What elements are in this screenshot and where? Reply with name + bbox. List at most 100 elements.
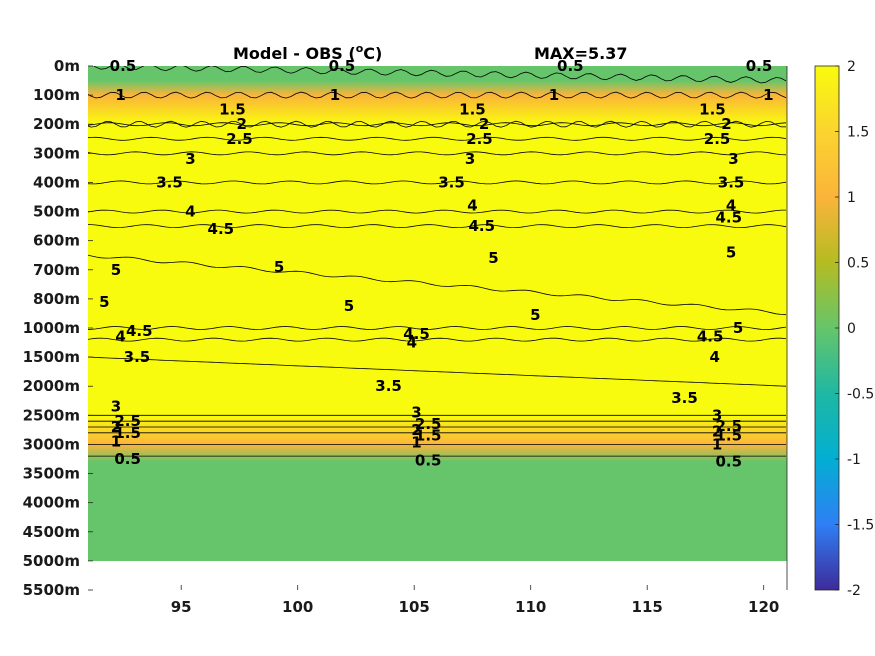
contour-label: 0.5 — [415, 452, 442, 470]
contour-label: 0.5 — [110, 57, 137, 75]
contour-label: 3.5 — [124, 348, 151, 366]
colorbar-tick-label: 1.5 — [847, 125, 869, 141]
y-tick-label: 600m — [33, 232, 80, 250]
contour-line-3_5 — [88, 356, 787, 387]
contour-label: 2.5 — [466, 130, 493, 148]
title-unit: C) — [363, 44, 382, 63]
y-tick-label: 0m — [54, 57, 80, 75]
contour-label: 4 — [407, 334, 417, 352]
contour-label: 1 — [330, 86, 340, 104]
contour-line-4 — [88, 337, 787, 342]
x-axis: 95 100 105 110 115 120 — [171, 585, 779, 616]
contour-label: 5 — [274, 258, 284, 276]
contour-labels: 0.5 0.5 0.5 0.51 1 1 11.5 1.5 1.52 2 22.5 2.5 2.53 3 3… — [99, 57, 773, 470]
contour-label: 4 — [726, 197, 736, 215]
contour-label: 3 — [111, 398, 121, 416]
contour-line-0_5 — [93, 66, 787, 84]
y-tick-label: 5500m — [23, 581, 80, 599]
colorbar-tick-label: -0.5 — [847, 387, 874, 403]
contour-line-2 — [88, 122, 787, 127]
contour-line-3_5 — [88, 180, 787, 185]
x-tick-label: 115 — [632, 598, 663, 616]
contour-label: 5 — [726, 243, 736, 261]
contour-label: 5 — [111, 261, 121, 279]
contour-label: 4.5 — [697, 328, 724, 346]
contour-label: 0.5 — [557, 57, 584, 75]
colorbar: 2 1.5 1 0.5 0 -0.5 -1 -1.5 -2 — [814, 59, 874, 599]
contour-label: 1 — [111, 433, 121, 451]
contour-label: 1 — [763, 86, 773, 104]
contour-label: 1.5 — [699, 101, 726, 119]
x-tick-label: 120 — [748, 598, 779, 616]
contour-label: 1.5 — [715, 427, 742, 445]
max-label: MAX=5.37 — [534, 44, 628, 63]
contour-label: 3.5 — [375, 377, 402, 395]
contour-label: 1.5 — [219, 101, 246, 119]
temperature-field — [88, 66, 787, 561]
contour-label: 3.5 — [438, 173, 465, 191]
contour-label: 2.5 — [704, 130, 731, 148]
contour-label: 4.5 — [208, 220, 235, 238]
contour-label: 3 — [411, 403, 421, 421]
contour-label: 2 — [721, 115, 731, 133]
contour-label: 0.5 — [114, 450, 141, 468]
x-tick-label: 95 — [171, 598, 192, 616]
contour-label: 4 — [115, 328, 125, 346]
contour-label: 4.5 — [468, 217, 495, 235]
contour-label: 3.5 — [671, 389, 698, 407]
colorbar-tick-label: 1 — [847, 190, 856, 206]
contour-label: 1 — [549, 86, 559, 104]
colorbar-tick-label: 0.5 — [847, 256, 869, 272]
contour-label: 2 — [411, 421, 421, 439]
contour-line-1 — [88, 91, 787, 99]
contour-label: 3 — [185, 150, 195, 168]
contour-label: 2 — [479, 115, 489, 133]
colorbar-ticks: 2 1.5 1 0.5 0 -0.5 -1 -1.5 -2 — [835, 59, 874, 599]
y-tick-label: 500m — [33, 203, 80, 221]
contour-label: 4.5 — [126, 322, 153, 340]
contour-label: 4 — [467, 197, 477, 215]
contour-label: 5 — [733, 319, 743, 337]
contour-line-4_5 — [88, 326, 787, 330]
contour-label: 4.5 — [715, 208, 742, 226]
contour-line-2_5 — [88, 136, 787, 141]
contour-label: 4.5 — [403, 325, 430, 343]
y-tick-label: 5000m — [23, 552, 80, 570]
contour-line-4 — [88, 209, 786, 214]
y-tick-label: 100m — [33, 86, 80, 104]
y-axis: 0m 100m 200m 300m 400m 500m 600m 700m 800m 1000m 1… — [23, 57, 93, 599]
contour-label: 4 — [710, 348, 720, 366]
contour-label: 1.5 — [415, 427, 442, 445]
colorbar-tick-label: -1.5 — [847, 518, 874, 534]
y-tick-label: 300m — [33, 144, 80, 162]
contour-label: 0.5 — [329, 57, 356, 75]
x-tick-label: 110 — [515, 598, 546, 616]
contour-label: 2.5 — [226, 130, 253, 148]
contour-label: 5 — [530, 306, 540, 324]
y-tick-label: 4500m — [23, 523, 80, 541]
contour-label: 5 — [488, 249, 498, 267]
y-tick-label: 2000m — [23, 377, 80, 395]
contour-line-1_5 — [88, 120, 787, 128]
contour-label: 2.5 — [415, 415, 442, 433]
colorbar-tick-label: 0 — [847, 321, 856, 337]
contour-label: 1 — [411, 434, 421, 452]
contour-label: 3.5 — [718, 173, 745, 191]
contour-label: 5 — [99, 293, 109, 311]
contour-label: 2.5 — [114, 412, 141, 430]
contour-label: 2 — [712, 423, 722, 441]
contour-label: 3 — [712, 406, 722, 424]
contour-label: 4 — [185, 203, 195, 221]
contour-label: 2 — [111, 418, 121, 436]
colorbar-tick-label: -1 — [847, 452, 861, 468]
contour-label: 5 — [344, 297, 354, 315]
contour-label: 2 — [237, 115, 247, 133]
y-tick-label: 1500m — [23, 348, 80, 366]
y-tick-label: 200m — [33, 115, 80, 133]
title-superscript: o — [356, 42, 364, 55]
y-tick-label: 1000m — [23, 319, 80, 337]
chart-title: Model - OBS (oC) — [233, 42, 382, 63]
colorbar-tick-label: 2 — [847, 59, 856, 75]
plot-area: 0.5 0.5 0.5 0.51 1 1 11.5 1.5 1.52 2 22.5 2.5 2.53 3 3… — [88, 57, 788, 590]
